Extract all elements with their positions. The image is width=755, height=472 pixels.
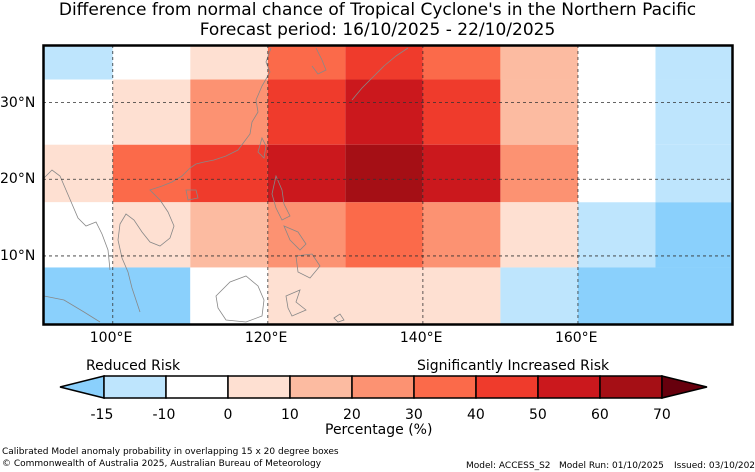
- coastline-visayas: [283, 225, 307, 251]
- colorbar-tick-7: 50: [529, 407, 547, 423]
- grid-cell-15: [500, 79, 578, 145]
- footer-copyright: © Commonwealth of Australia 2025, Austra…: [2, 459, 322, 469]
- grid-cell-10: [112, 79, 191, 145]
- coastline-korea: [311, 47, 327, 75]
- grid-cell-40: [577, 267, 733, 325]
- colorbar-tick-3: 10: [281, 407, 299, 423]
- coastline-sulawesi: [285, 289, 307, 317]
- colorbar-max-arrow: [661, 375, 708, 399]
- grid-cell-4: [345, 45, 423, 80]
- grid-cell-27: [43, 202, 113, 268]
- colorbar-tick-9: 70: [653, 407, 671, 423]
- grid-cell-0: [43, 45, 113, 80]
- grid-cell-18: [43, 144, 113, 203]
- colorbar-tick-5: 30: [405, 407, 423, 423]
- colorbar-segment-5: [413, 375, 477, 399]
- colorbar-tick-0: -15: [90, 407, 114, 423]
- lat-label-20: 20°N: [0, 171, 36, 188]
- lon-label-160: 160°E: [554, 330, 598, 346]
- map-frame: [42, 44, 734, 326]
- coastline-islands: [333, 313, 345, 323]
- colorbar-tick-8: 60: [591, 407, 609, 423]
- grid-cell-12: [267, 79, 346, 145]
- colorbar-segment-3: [289, 375, 353, 399]
- grid-cell-2: [190, 45, 268, 80]
- grid-cell-11: [190, 79, 268, 145]
- colorbar-min-arrow: [59, 375, 105, 399]
- colorbar-tick-4: 20: [343, 407, 361, 423]
- grid-cell-25: [577, 144, 656, 203]
- grid-cell-23: [422, 144, 501, 203]
- colorbar-segment-1: [165, 375, 229, 399]
- grid-cell-34: [577, 202, 656, 268]
- coastline-borneo: [215, 275, 265, 323]
- coastline-indochina: [117, 167, 191, 313]
- colorbar-tick-6: 40: [467, 407, 485, 423]
- grid-cell-17: [655, 79, 733, 145]
- footer-model-run: Model Run: 01/10/2025: [559, 461, 664, 471]
- grid-cell-5: [422, 45, 501, 80]
- grid-cell-30: [267, 202, 346, 268]
- grid-cell-8: [655, 45, 733, 80]
- coastline-taiwan: [257, 136, 267, 159]
- coastline: [43, 47, 409, 323]
- lat-label-30: 30°N: [0, 94, 36, 111]
- increased-risk-label: Significantly Increased Risk: [417, 358, 610, 374]
- footer-model: Model: ACCESS_S2: [466, 461, 551, 471]
- coastline-china: [189, 47, 272, 169]
- grid-cell-33: [500, 202, 578, 268]
- colorbar-tick-2: 0: [223, 407, 233, 423]
- grid-cell-20: [190, 144, 268, 203]
- reduced-risk-label: Reduced Risk: [86, 358, 181, 374]
- grid-cell-13: [345, 79, 423, 145]
- grid-cell-28: [112, 202, 191, 268]
- colorbar-axis-label: Percentage (%): [325, 422, 433, 438]
- colorbar-segment-0: [103, 375, 167, 399]
- lon-label-100: 100°E: [89, 330, 133, 346]
- colorbar-tick-1: -10: [152, 407, 176, 423]
- grid-cell-29: [190, 202, 268, 268]
- coastline-luzon: [271, 174, 291, 221]
- lon-label-120: 120°E: [244, 330, 288, 346]
- grid-cell-39: [500, 267, 578, 325]
- grid-cell-35: [655, 202, 733, 268]
- grid-cell-1: [112, 45, 191, 80]
- graticule: [43, 45, 733, 325]
- grid-cell-16: [577, 79, 656, 145]
- grid-cell-36: [43, 267, 191, 325]
- grid-cell-24: [500, 144, 578, 203]
- coastline-hainan: [185, 189, 199, 201]
- grid-cell-7: [577, 45, 656, 80]
- grid-cell-26: [655, 144, 733, 203]
- coastline-japan: [351, 47, 409, 101]
- coastline-sumatra: [43, 295, 101, 323]
- footer-issued: Issued: 03/10/2025: [674, 461, 755, 471]
- colorbar-segment-2: [227, 375, 291, 399]
- colorbar-segment-4: [351, 375, 415, 399]
- colorbar-segment-6: [475, 375, 539, 399]
- grid-cell-31: [345, 202, 423, 268]
- coastline-mindanao: [295, 253, 321, 279]
- colorbar-segment-7: [537, 375, 601, 399]
- grid-cell-37: [190, 267, 268, 325]
- title-line-2: Forecast period: 16/10/2025 - 22/10/2025: [199, 20, 556, 40]
- grid-cell-21: [267, 144, 346, 203]
- grid-cell-19: [112, 144, 191, 203]
- grid-cell-32: [422, 202, 501, 268]
- coastline-bengal: [43, 169, 111, 271]
- grid-cell-38: [267, 267, 501, 325]
- grid-cell-6: [500, 45, 578, 80]
- lon-label-140: 140°E: [399, 330, 443, 346]
- grid-cell-14: [422, 79, 501, 145]
- title-line-1: Difference from normal chance of Tropica…: [58, 0, 697, 20]
- grid-cell-3: [267, 45, 346, 80]
- footer-caption: Calibrated Model anomaly probability in …: [2, 447, 339, 457]
- grid-cell-22: [345, 144, 423, 203]
- lat-label-10: 10°N: [0, 247, 36, 264]
- colorbar: [59, 375, 708, 399]
- grid-cell-9: [43, 79, 113, 145]
- colorbar-segment-8: [599, 375, 663, 399]
- anomaly-grid: [43, 45, 733, 325]
